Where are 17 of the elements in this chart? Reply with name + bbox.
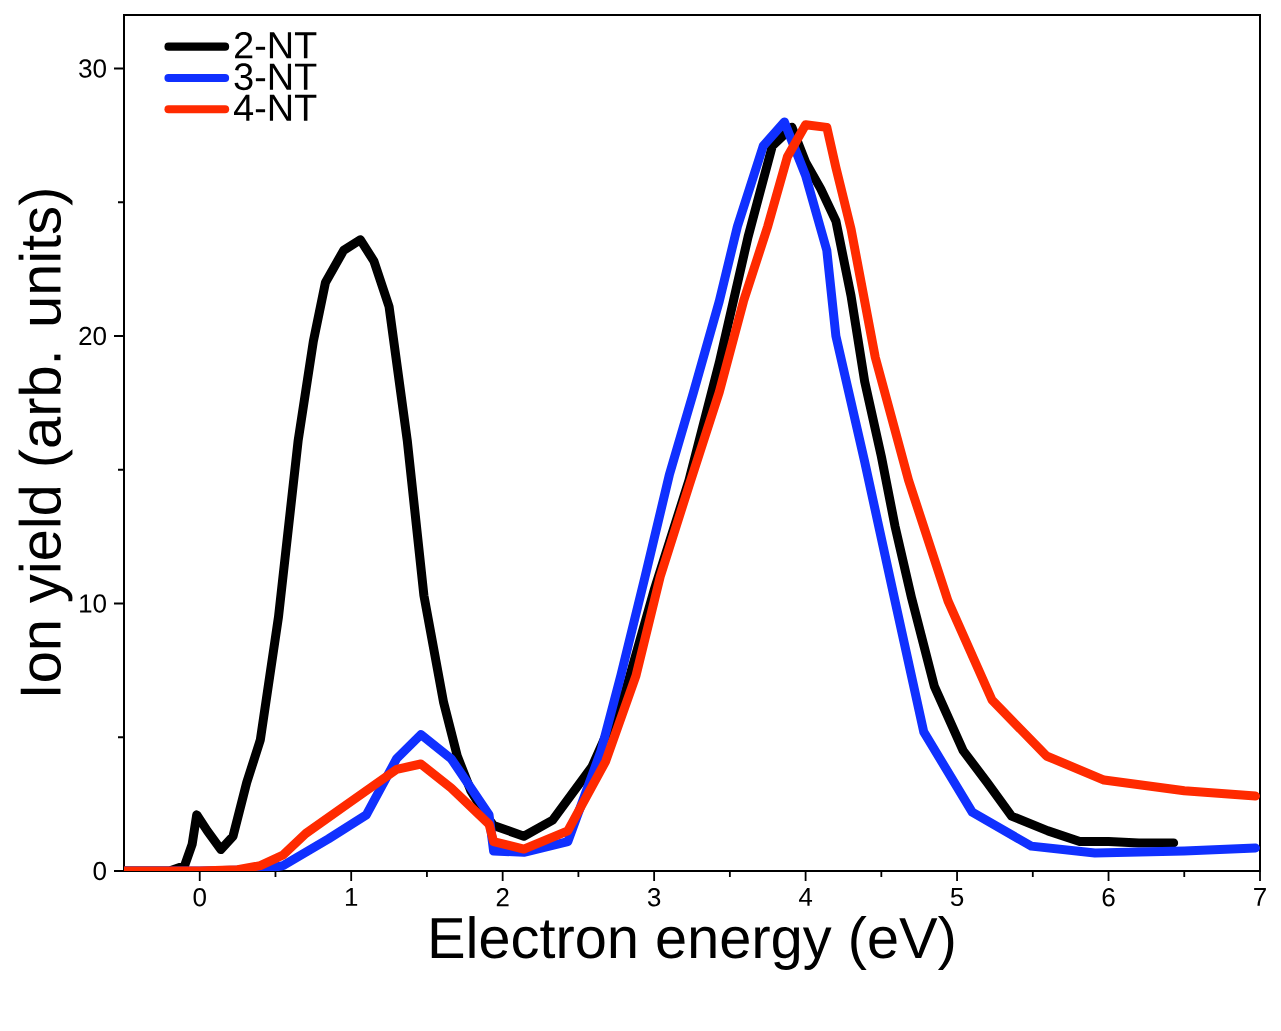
y-tick-label: 0 <box>93 861 106 881</box>
y-tick-label: 10 <box>80 594 106 613</box>
x-tick-label: 1 <box>345 888 358 906</box>
x-tick-label: 0 <box>193 888 206 907</box>
x-tick-label: 2 <box>496 888 509 907</box>
x-tick-label: 3 <box>647 888 661 907</box>
legend-label: 4-NT <box>234 94 317 121</box>
x-tick-label: 5 <box>950 888 964 907</box>
x-tick-label: 6 <box>1102 888 1115 907</box>
x-axis-title: Electron energy (eV) <box>431 916 954 970</box>
legend-label: 3-NT <box>234 63 317 91</box>
legend-label: 2-NT <box>235 31 317 59</box>
y-tick-label: 30 <box>79 59 106 78</box>
y-axis-title: Ion yield (arb. units) <box>18 190 73 695</box>
x-tick-label: 7 <box>1254 888 1266 906</box>
y-tick-label: 20 <box>79 326 106 346</box>
x-tick-label: 4 <box>798 888 813 906</box>
